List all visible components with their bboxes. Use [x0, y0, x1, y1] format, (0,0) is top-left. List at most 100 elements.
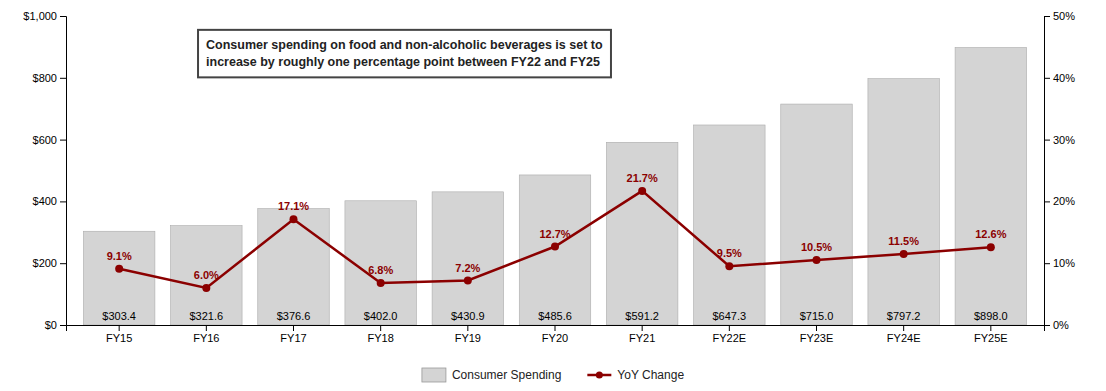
line — [119, 191, 991, 288]
tick-mark — [729, 325, 730, 331]
tick-mark — [467, 325, 468, 331]
tick: FY20 — [542, 325, 568, 344]
tick: FY15 — [106, 325, 132, 344]
tick: $0 — [45, 319, 66, 331]
tick: 10% — [1044, 257, 1075, 269]
bar-series — [83, 48, 1026, 325]
legend: Consumer SpendingYoY Change — [422, 368, 684, 382]
tick-label: FY17 — [280, 332, 306, 344]
bar — [345, 201, 416, 325]
bar — [258, 209, 329, 325]
marker — [725, 262, 733, 270]
tick-label: 10% — [1053, 257, 1075, 269]
tick-mark — [990, 325, 991, 331]
tick-label: 50% — [1053, 10, 1075, 22]
tick-label: FY15 — [106, 332, 132, 344]
tick-mark — [1044, 78, 1050, 79]
tick: $800 — [33, 72, 66, 84]
bar-label: $797.2 — [887, 310, 921, 322]
tick-label: FY20 — [542, 332, 568, 344]
tick-mark — [119, 325, 120, 331]
legend-swatch — [422, 368, 446, 382]
bar-label: $485.6 — [538, 310, 572, 322]
chart: $303.4$321.6$376.6$402.0$430.9$485.6$591… — [0, 0, 1106, 391]
bar — [868, 79, 939, 325]
tick-mark — [816, 325, 817, 331]
tick-mark — [642, 325, 643, 331]
tick: FY24E — [887, 325, 921, 344]
line-label: 12.6% — [975, 228, 1006, 240]
tick-label: FY22E — [713, 332, 747, 344]
tick-label: FY18 — [368, 332, 394, 344]
y-axis: $0 $200 $400 $600 $800 $1,000 — [23, 10, 66, 331]
bar-label: $402.0 — [364, 310, 398, 322]
tick-mark — [1044, 201, 1050, 202]
bar-label: $430.9 — [451, 310, 485, 322]
marker — [115, 265, 123, 273]
tick-mark — [1044, 263, 1050, 264]
legend-marker — [596, 372, 603, 379]
bar-label: $321.6 — [190, 310, 224, 322]
plot: $303.4$321.6$376.6$402.0$430.9$485.6$591… — [23, 10, 1075, 344]
tick: $1,000 — [23, 10, 66, 22]
tick-label: 40% — [1053, 72, 1075, 84]
tick-mark — [60, 16, 66, 17]
line-label: 17.1% — [278, 200, 309, 212]
bar — [519, 175, 590, 325]
tick: 20% — [1044, 195, 1075, 207]
tick-label: FY25E — [974, 332, 1008, 344]
line-label: 6.8% — [368, 264, 393, 276]
tick-mark — [60, 201, 66, 202]
marker — [900, 250, 908, 258]
line-label: 6.0% — [194, 269, 219, 281]
tick-label: FY16 — [193, 332, 219, 344]
tick-label: 30% — [1053, 134, 1075, 146]
tick: FY21 — [629, 325, 655, 344]
tick: 0% — [1044, 319, 1069, 331]
axis-line — [1045, 17, 1051, 326]
axis-line — [67, 326, 1045, 332]
line-label: 11.5% — [888, 235, 919, 247]
tick: FY16 — [193, 325, 219, 344]
tick-label: $1,000 — [23, 10, 57, 22]
tick: $600 — [33, 134, 66, 146]
tick-mark — [555, 325, 556, 331]
bar — [432, 192, 503, 325]
tick-mark — [1044, 325, 1050, 326]
tick-mark — [60, 78, 66, 79]
bar — [83, 231, 154, 325]
tick: $400 — [33, 195, 66, 207]
bar — [694, 125, 765, 325]
bar-label: $591.2 — [625, 310, 659, 322]
tick: FY17 — [280, 325, 306, 344]
bar-label: $715.0 — [800, 310, 834, 322]
bar-label: $303.4 — [102, 310, 136, 322]
tick-mark — [1044, 16, 1050, 17]
tick-label: FY21 — [629, 332, 655, 344]
annotation: Consumer spending on food and non-alcoho… — [206, 38, 603, 70]
marker — [290, 215, 298, 223]
tick: FY18 — [368, 325, 394, 344]
tick-label: FY23E — [800, 332, 834, 344]
tick: FY19 — [455, 325, 481, 344]
x-axis: FY15 FY16 FY17 FY18 FY19 FY20 FY21 FY22E FY23E FY… — [67, 325, 1045, 344]
tick-mark — [380, 325, 381, 331]
marker — [812, 256, 820, 264]
tick-label: $200 — [33, 257, 57, 269]
y2-axis: 0% 10% 20% 30% 40% 50% — [1044, 10, 1075, 331]
bar-label: $647.3 — [713, 310, 747, 322]
tick: $200 — [33, 257, 66, 269]
tick-mark — [903, 325, 904, 331]
marker — [551, 243, 559, 251]
line-label: 9.5% — [717, 247, 742, 259]
marker — [377, 279, 385, 287]
tick-label: FY24E — [887, 332, 921, 344]
line-label: 10.5% — [801, 241, 832, 253]
bar-label: $898.0 — [974, 310, 1008, 322]
tick-label: $0 — [45, 319, 57, 331]
annotation-box: Consumer spending on food and non-alcoho… — [198, 30, 611, 78]
tick-mark — [60, 140, 66, 141]
tick: 30% — [1044, 134, 1075, 146]
tick: 40% — [1044, 72, 1075, 84]
line-label: 7.2% — [455, 262, 480, 274]
